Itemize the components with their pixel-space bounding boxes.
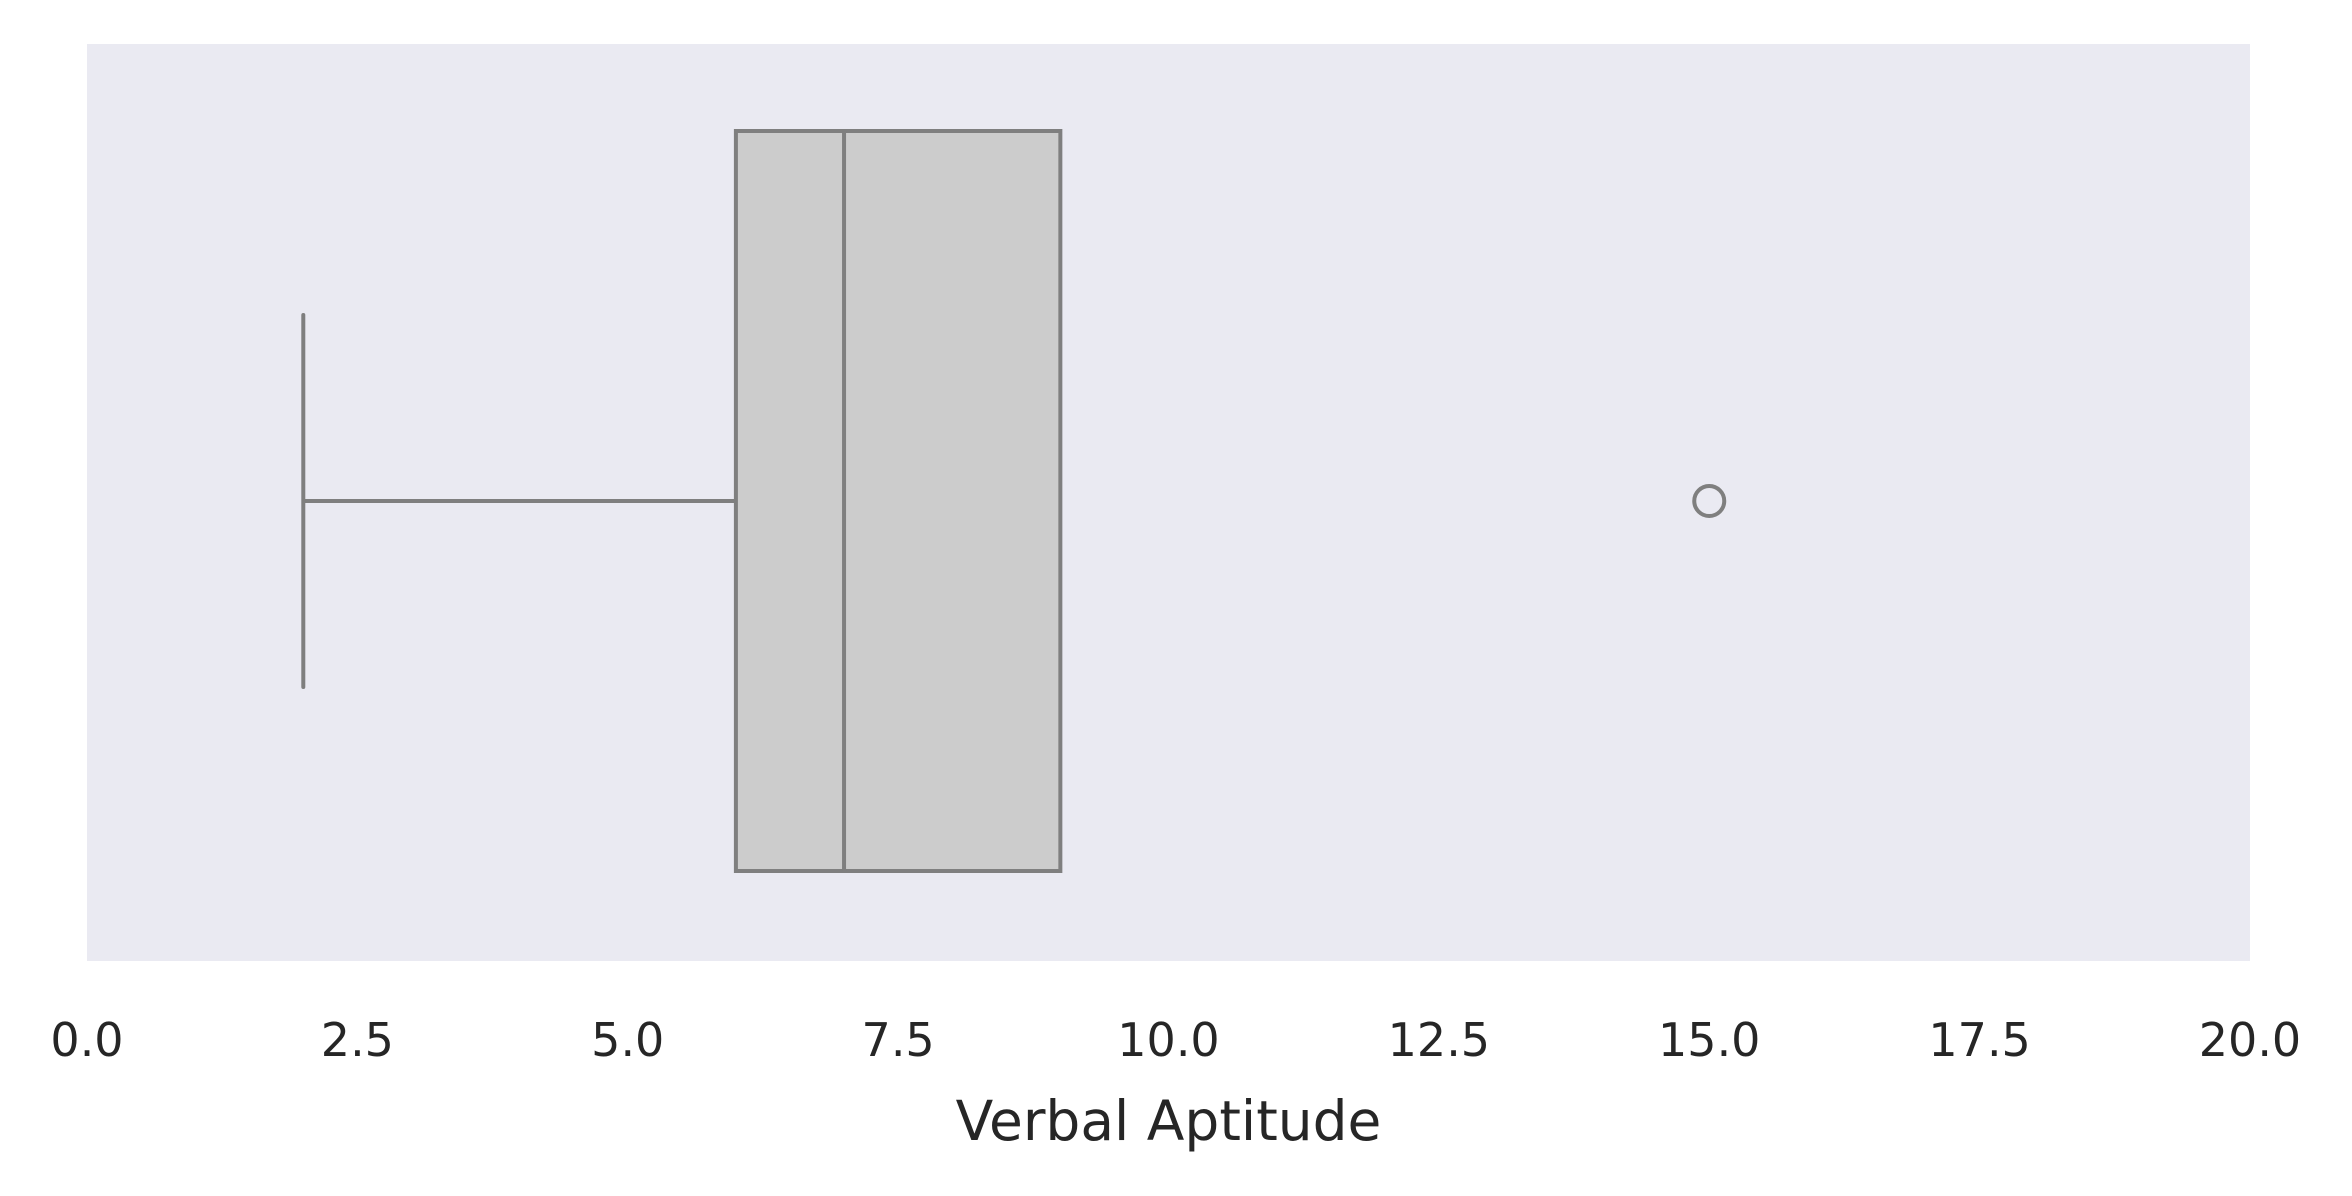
- x-tick-label: 0.0: [50, 1013, 123, 1067]
- x-tick-label: 12.5: [1388, 1013, 1490, 1067]
- box-plot: [301, 129, 1727, 873]
- x-tick-label: 15.0: [1658, 1013, 1760, 1067]
- x-tick-label: 7.5: [862, 1013, 935, 1067]
- x-tick-label: 10.0: [1117, 1013, 1219, 1067]
- x-tick-label: 17.5: [1928, 1013, 2030, 1067]
- x-tick-label: 2.5: [321, 1013, 394, 1067]
- x-axis-label: Verbal Aptitude: [956, 1089, 1382, 1153]
- x-tick-label: 5.0: [591, 1013, 664, 1067]
- interquartile-box: [733, 129, 1063, 873]
- x-axis-ticks: 0.0 2.5 5.0 7.5 10.0 12.5 15.0 17.5 20.0: [50, 1013, 2301, 1067]
- x-tick-label: 20.0: [2199, 1013, 2301, 1067]
- outlier-point: [1692, 484, 1727, 518]
